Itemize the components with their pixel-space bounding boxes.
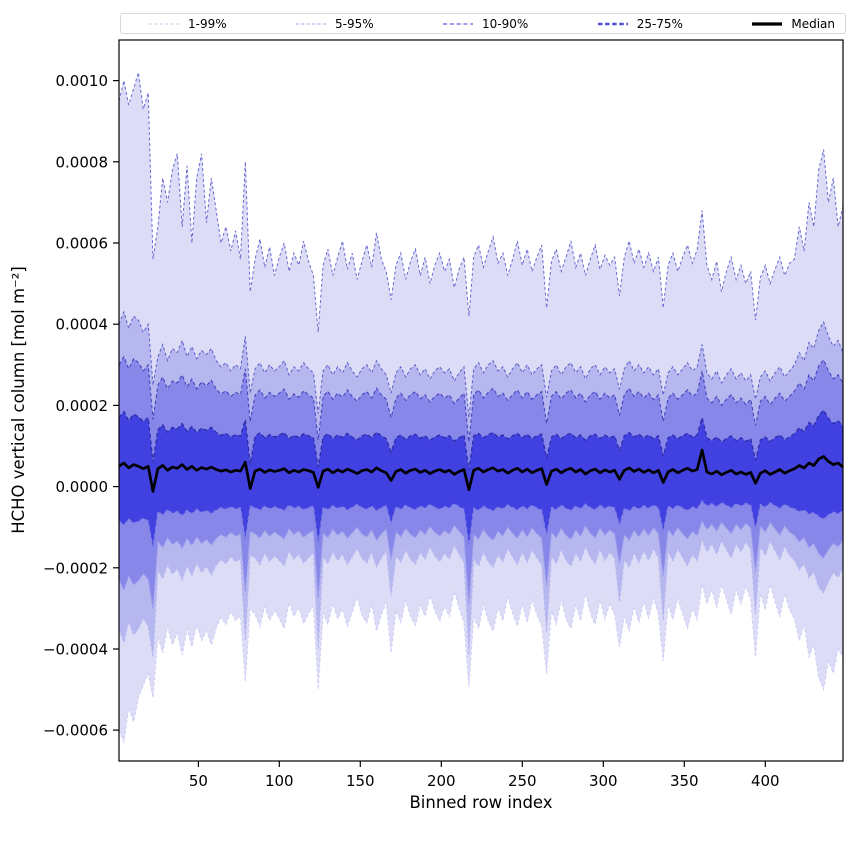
y-tick-label: −0.0004 xyxy=(43,641,108,659)
x-axis-label: Binned row index xyxy=(409,793,552,812)
band-25-75% xyxy=(119,410,843,548)
x-tick-label: 250 xyxy=(508,772,537,790)
legend-item-label: 5-95% xyxy=(335,16,374,31)
y-tick-label: 0.0006 xyxy=(56,235,109,253)
legend-line-icon xyxy=(149,23,179,24)
plot-frame xyxy=(118,39,844,762)
y-tick-label: 0.0000 xyxy=(56,478,109,496)
legend-item-label: 10-90% xyxy=(482,16,529,31)
x-tick-label: 200 xyxy=(427,772,456,790)
percentile-line-p10 xyxy=(118,519,844,609)
legend-item-label: 1-99% xyxy=(188,16,227,31)
percentile-line-p25 xyxy=(118,499,844,548)
x-tick-label: 150 xyxy=(346,772,375,790)
y-tick-label: −0.0002 xyxy=(43,559,108,577)
percentile-line-p75 xyxy=(118,409,844,471)
percentile-line-p90 xyxy=(118,355,844,442)
legend-line-icon xyxy=(443,22,474,25)
x-tick-label: 100 xyxy=(265,772,294,790)
y-tick-label: 0.0010 xyxy=(56,72,109,90)
legend-item-1-99%: 1-99% xyxy=(147,18,227,30)
x-tick-label: 400 xyxy=(751,772,780,790)
y-tick-label: 0.0002 xyxy=(56,397,109,415)
percentile-line-p1 xyxy=(118,582,844,745)
legend-item-label: Median xyxy=(791,16,835,31)
legend-item-10-90%: 10-90% xyxy=(441,18,528,30)
percentile-line-p99 xyxy=(118,72,844,333)
x-tick-label: 300 xyxy=(589,772,618,790)
legend: 1-99% 5-95% 10-90% 25-75% Median xyxy=(120,13,846,34)
legend-item-5-95%: 5-95% xyxy=(294,18,374,30)
legend-line-icon xyxy=(296,23,327,24)
legend-item-Median: Median xyxy=(750,18,835,30)
y-tick-label: 0.0008 xyxy=(56,153,109,171)
median-line xyxy=(118,448,844,493)
y-tick-label: 0.0004 xyxy=(56,316,109,334)
percentile-line-p5 xyxy=(118,537,844,658)
legend-line-icon xyxy=(597,22,628,25)
x-tick-label: 50 xyxy=(189,772,208,790)
y-axis-label: HCHO vertical column [mol m⁻²] xyxy=(9,266,28,534)
percentile-line-p95 xyxy=(118,310,844,418)
legend-item-25-75%: 25-75% xyxy=(596,18,683,30)
legend-item-label: 25-75% xyxy=(636,16,683,31)
x-tick-label: 350 xyxy=(670,772,699,790)
legend-line-icon xyxy=(752,21,783,26)
y-tick-label: −0.0006 xyxy=(43,722,108,740)
